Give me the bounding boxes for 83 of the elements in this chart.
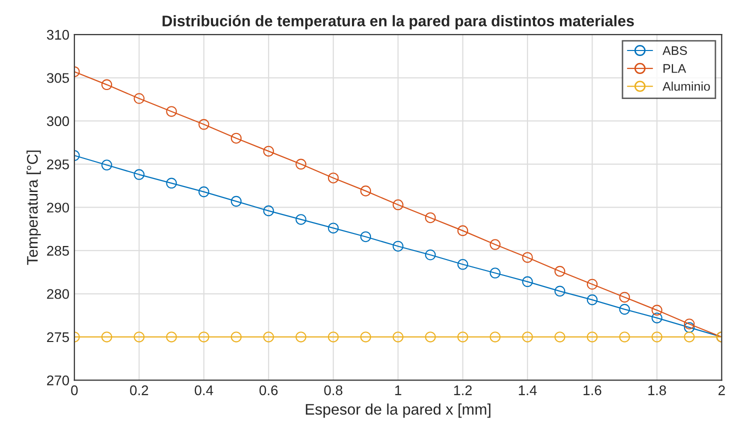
- point: [230, 196, 242, 207]
- point: [684, 332, 695, 342]
- point: [457, 225, 468, 236]
- x-tick-label: 0.4: [194, 385, 214, 396]
- point: [360, 186, 372, 196]
- point: [328, 332, 339, 342]
- point: [296, 158, 306, 170]
- point: [134, 169, 145, 180]
- point: [134, 93, 145, 104]
- point: [101, 79, 112, 90]
- point: [328, 172, 339, 184]
- point: [684, 322, 695, 333]
- y-tick-label: 270: [47, 375, 69, 386]
- point: [619, 332, 630, 342]
- point: [392, 199, 404, 210]
- x-tick-label: 0: [71, 385, 78, 396]
- point: [198, 332, 210, 342]
- y-tick-label: 290: [47, 202, 69, 213]
- point: [328, 222, 339, 234]
- point: [684, 318, 695, 330]
- point: [360, 332, 372, 342]
- x-tick-label: 0.2: [130, 385, 148, 396]
- point: [586, 278, 598, 290]
- x-tick-label: 1.6: [584, 385, 602, 396]
- point: [490, 332, 501, 342]
- point: [392, 332, 404, 342]
- point: [230, 132, 242, 144]
- point: [101, 160, 112, 170]
- point: [490, 268, 501, 278]
- chart-title: Distribución de temperatura en la pared para distintos materiales: [162, 15, 634, 30]
- x-axis-title: Espesor de la pared x [mm]: [306, 404, 490, 418]
- point: [198, 186, 210, 198]
- point: [522, 276, 533, 288]
- y-tick-label: 300: [46, 116, 69, 126]
- point: [522, 252, 533, 263]
- y-tick-label: 275: [47, 332, 69, 342]
- point: [586, 332, 598, 342]
- y-axis-title: Temperatura [°C]: [26, 150, 41, 265]
- point: [425, 212, 436, 224]
- point: [166, 178, 177, 189]
- y-tick-label: 305: [46, 73, 69, 83]
- point: [619, 304, 630, 315]
- y-tick-label: 310: [46, 30, 69, 40]
- legend-label: PLA: [664, 64, 686, 73]
- point: [263, 146, 274, 157]
- point: [425, 332, 436, 342]
- point: [554, 286, 566, 297]
- x-tick-label: 1.2: [454, 385, 472, 396]
- legend-label: Aluminio: [662, 82, 710, 91]
- x-tick-label: 0.6: [259, 385, 278, 396]
- legend-label: ABS: [662, 46, 687, 55]
- point: [101, 332, 112, 342]
- point: [490, 239, 501, 250]
- x-tick-label: 1.8: [648, 385, 666, 396]
- y-tick-label: 295: [47, 159, 69, 170]
- point: [263, 205, 274, 216]
- point: [457, 332, 468, 342]
- point: [586, 294, 598, 306]
- point: [296, 332, 306, 342]
- point: [554, 332, 566, 342]
- point: [457, 259, 468, 270]
- point: [652, 332, 662, 342]
- point: [166, 332, 177, 342]
- point: [360, 231, 372, 242]
- point: [166, 106, 177, 117]
- x-tick-label: 1: [395, 386, 402, 396]
- point: [230, 332, 242, 342]
- point: [652, 312, 662, 324]
- point: [554, 266, 566, 277]
- point: [296, 214, 306, 225]
- point: [392, 240, 404, 252]
- y-tick-label: 280: [47, 289, 69, 299]
- point: [619, 292, 630, 303]
- point: [652, 304, 662, 316]
- x-tick-label: 1.4: [518, 386, 537, 396]
- x-tick-label: 2: [718, 385, 725, 396]
- point: [522, 332, 533, 342]
- point: [134, 332, 145, 342]
- y-tick-label: 285: [47, 246, 69, 256]
- point: [263, 332, 274, 342]
- point: [198, 119, 210, 130]
- x-tick-label: 0.8: [324, 385, 342, 396]
- point: [425, 250, 436, 260]
